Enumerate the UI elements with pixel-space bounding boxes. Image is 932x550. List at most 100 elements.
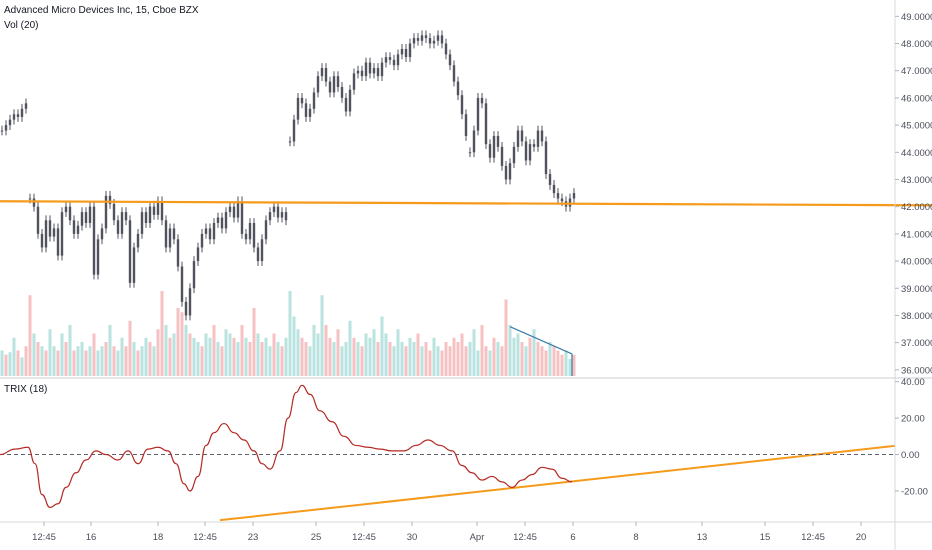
volume-bar [124, 346, 128, 376]
price-bar-body [404, 48, 408, 58]
price-bar-body [124, 212, 128, 221]
volume-bar [300, 337, 304, 376]
volume-bar [560, 354, 564, 376]
price-bar-body [16, 114, 20, 117]
price-bar-body [476, 97, 480, 131]
volume-bar [384, 333, 388, 376]
price-bar-body [216, 217, 220, 223]
volume-bar [32, 333, 36, 376]
price-tick-label: 42.0000 [901, 202, 932, 213]
price-bar-body [416, 38, 420, 41]
volume-bar [92, 333, 96, 376]
volume-bar [184, 325, 188, 376]
price-bar-body [260, 239, 264, 262]
volume-bar [440, 350, 444, 376]
x-tick-label: 30 [407, 532, 418, 543]
price-bar-body [208, 228, 212, 240]
price-bar-body [136, 233, 140, 248]
price-bar-body [492, 135, 496, 158]
volume-bar [452, 337, 456, 376]
price-bar-body [348, 89, 352, 112]
price-bar-body [104, 195, 108, 229]
price-bar-body [164, 220, 168, 248]
price-bar-body [480, 97, 484, 104]
volume-bar [132, 342, 136, 376]
price-bar-body [236, 201, 240, 218]
price-tick-label: 46.0000 [901, 93, 932, 104]
volume-bar [496, 342, 500, 376]
trix-series [0, 384, 895, 509]
price-bar-body [96, 239, 100, 275]
volume-bar [448, 346, 452, 376]
volume-bar [60, 333, 64, 376]
volume-bar [316, 333, 320, 376]
volume-bar [324, 325, 328, 376]
volume-bar [424, 342, 428, 376]
x-tick-label: 16 [86, 532, 97, 543]
price-bar-body [520, 130, 524, 142]
price-bar-body [100, 228, 104, 240]
volume-bar [112, 346, 116, 376]
price-bar-body [344, 97, 348, 112]
price-bar-body [244, 233, 248, 240]
price-bar-body [32, 198, 36, 207]
price-bar-body [60, 212, 64, 256]
volume-bar [272, 333, 276, 376]
support-level-line [0, 200, 932, 207]
price-bar-body [108, 195, 112, 204]
price-bar-body [292, 119, 296, 142]
volume-label: Vol (20) [4, 20, 39, 31]
drawn-lines [0, 200, 932, 522]
volume-bar [196, 342, 200, 376]
volume-bar [340, 346, 344, 376]
volume-bar [156, 329, 160, 376]
volume-bar [532, 329, 536, 376]
price-bar-body [512, 146, 516, 164]
volume-bar [64, 342, 68, 376]
volume-bar [200, 346, 204, 376]
volume-bar [332, 342, 336, 376]
price-bar-body [300, 97, 304, 104]
x-tick-label: 12:45 [32, 532, 56, 543]
volume-bar [456, 342, 460, 376]
volume-bar [512, 337, 516, 376]
volume-bar [52, 346, 56, 376]
price-bar-body [548, 174, 552, 185]
price-bar-body [368, 62, 372, 74]
price-bar-body [312, 92, 316, 109]
x-tick-label: 12:45 [352, 532, 376, 543]
volume-bar [416, 333, 420, 376]
volume-bar [520, 342, 524, 376]
volume-bar [296, 329, 300, 376]
price-bar-body [524, 141, 528, 161]
price-bar-body [364, 62, 368, 77]
price-bar-body [196, 247, 200, 262]
trix-tick-label: 0.00 [901, 450, 920, 461]
price-bar-body [188, 288, 192, 316]
price-bar-body [340, 87, 344, 98]
price-bar-body [80, 212, 84, 226]
volume-bar [392, 346, 396, 376]
volume-bar [380, 316, 384, 376]
volume-bar [312, 325, 316, 376]
volume-bar [176, 308, 180, 376]
price-bar-body [220, 217, 224, 229]
price-bar-body [556, 193, 560, 199]
volume-bar [504, 299, 508, 376]
volume-bar [56, 350, 60, 376]
volume-bar [136, 350, 140, 376]
price-bar-body [360, 70, 364, 77]
trix-tick-label: 20.00 [901, 414, 925, 425]
price-tick-label: 38.0000 [901, 311, 932, 322]
price-bar-body [388, 57, 392, 60]
price-bar-body [376, 67, 380, 77]
price-bar-body [64, 206, 68, 213]
price-tick-label: 41.0000 [901, 229, 932, 240]
volume-bar [344, 342, 348, 376]
price-bar-body [40, 233, 44, 248]
volume-bar [236, 342, 240, 376]
price-bar-body [72, 220, 76, 234]
volume-bar [508, 325, 512, 376]
price-tick-label: 49.0000 [901, 12, 932, 23]
